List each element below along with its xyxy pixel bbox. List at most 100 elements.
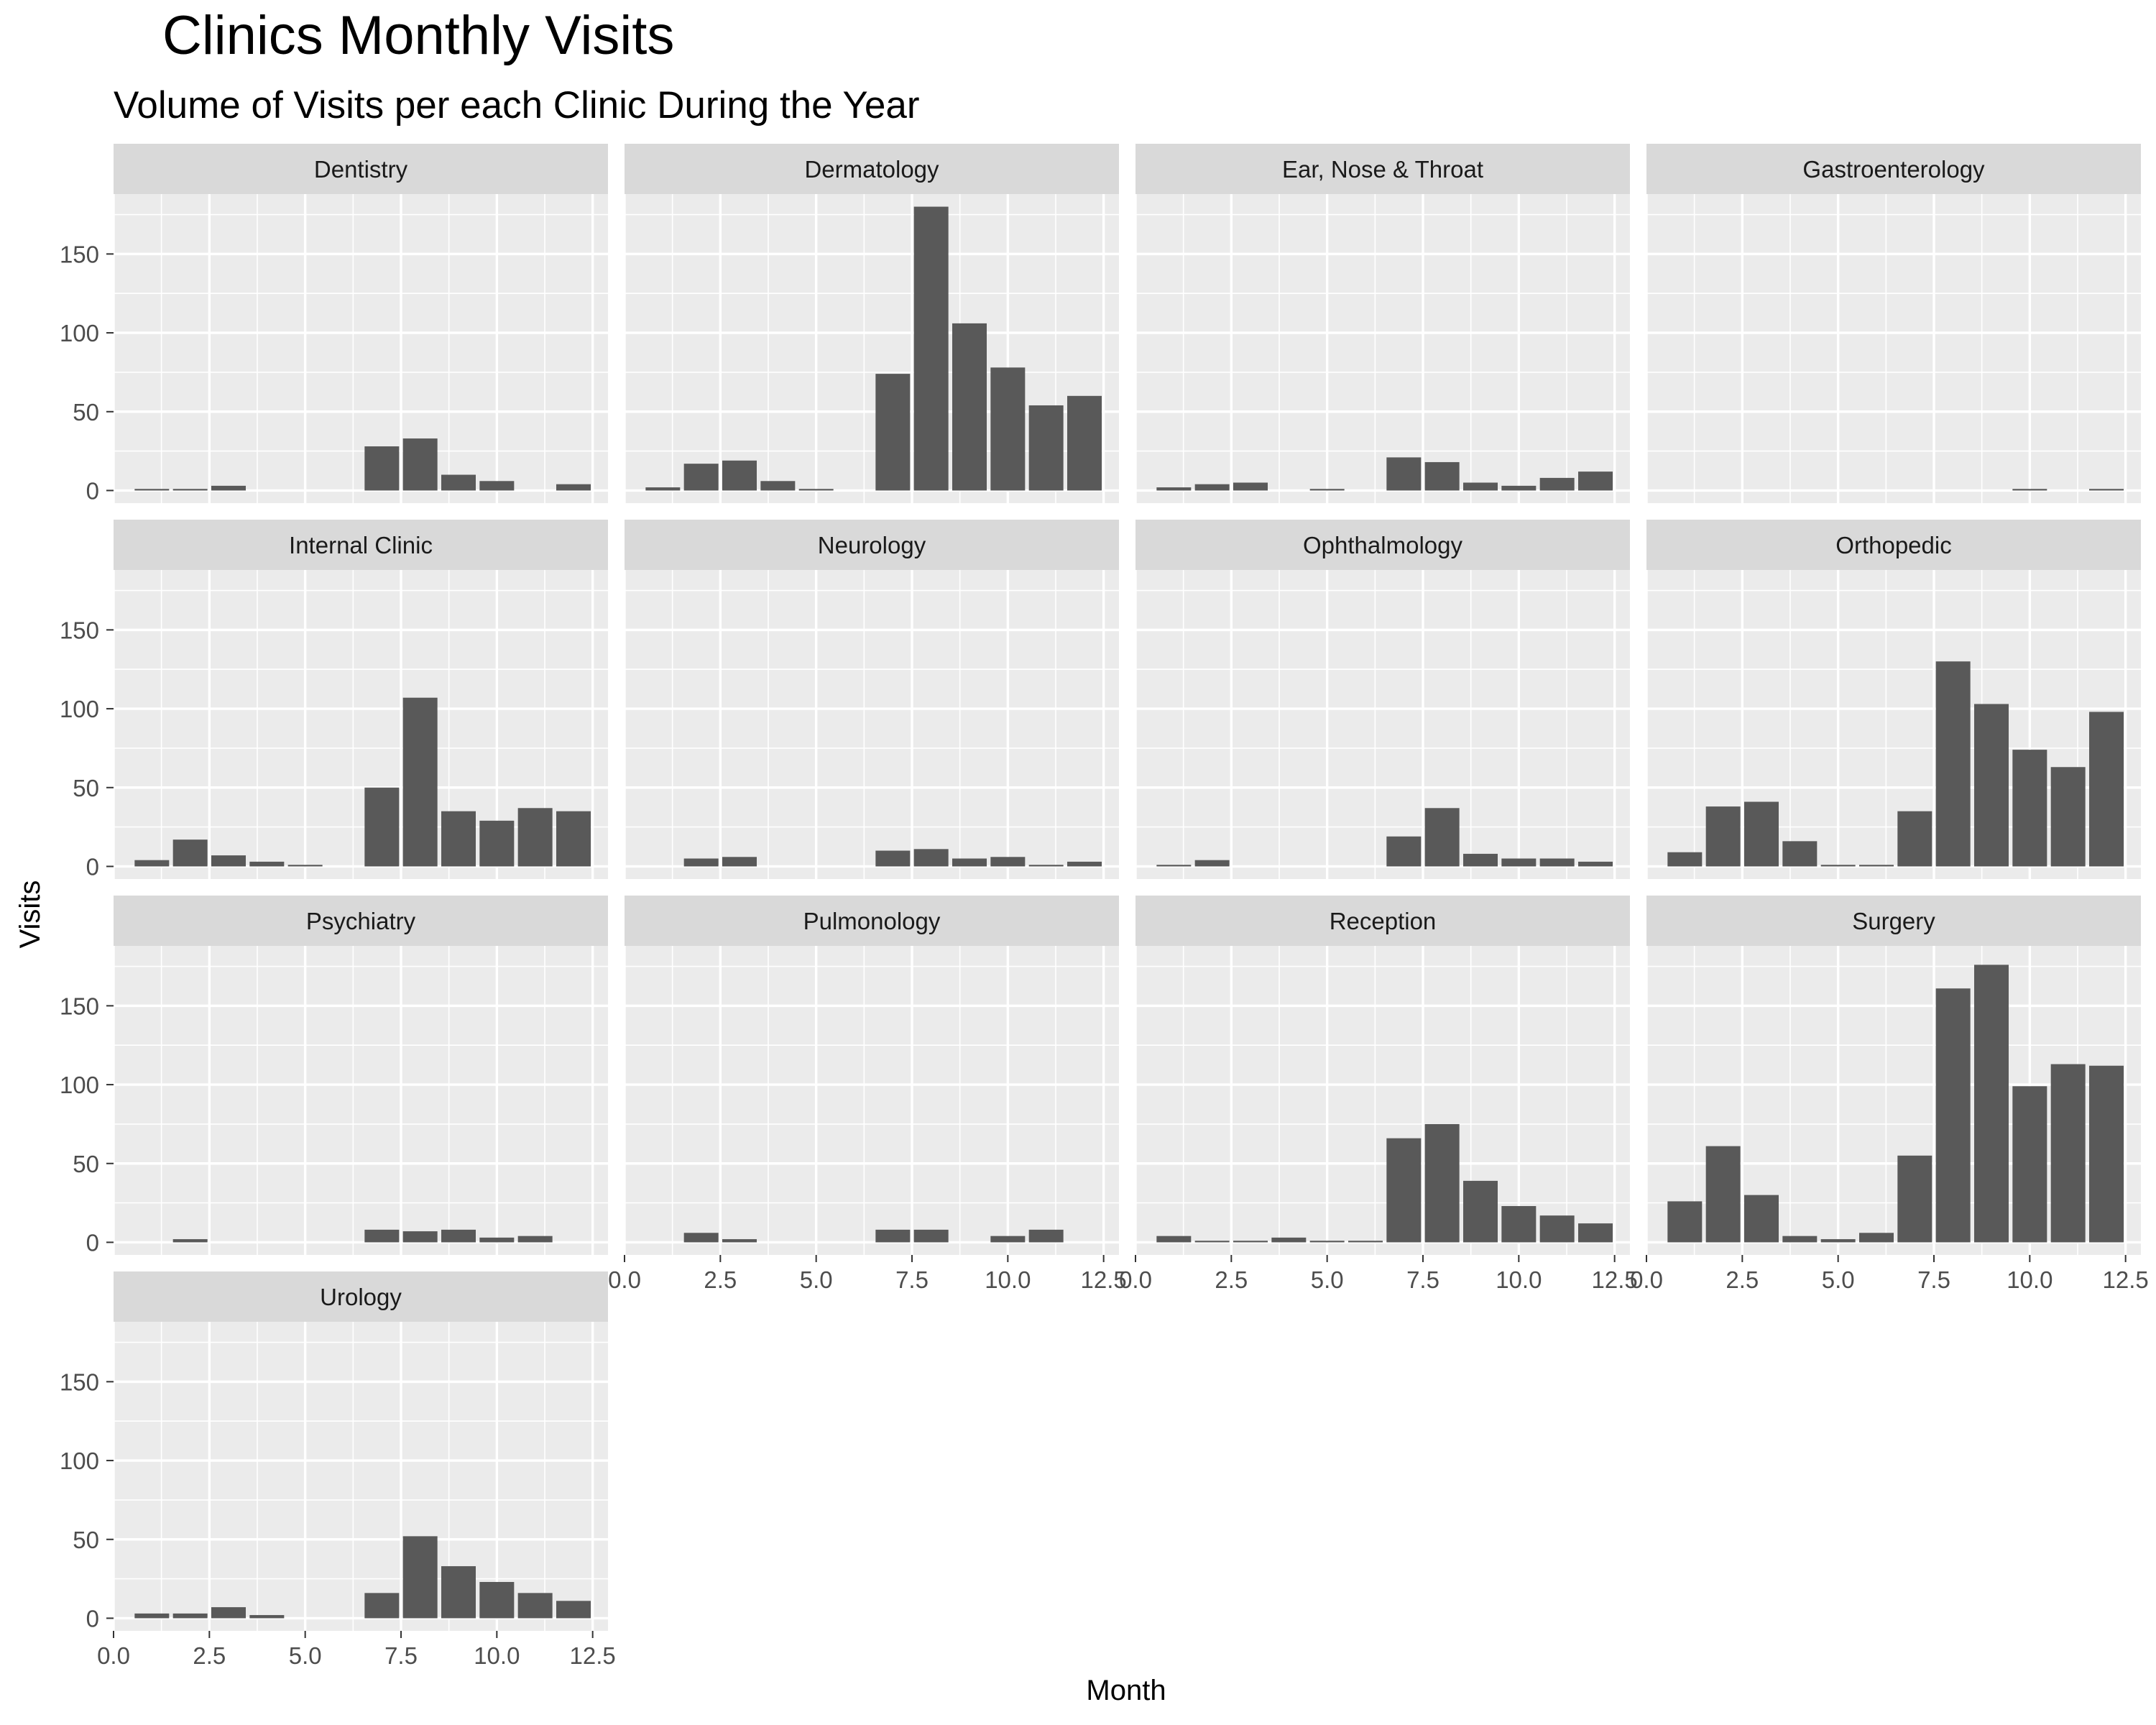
- bar: [2089, 1065, 2124, 1243]
- bar: [645, 487, 681, 491]
- bar: [1463, 482, 1498, 491]
- bar: [556, 484, 591, 491]
- bar: [517, 1236, 553, 1243]
- bar: [517, 808, 553, 867]
- panel-background: [1135, 946, 1630, 1255]
- bar: [441, 474, 476, 491]
- plot-area: [1645, 570, 2141, 879]
- bar: [1156, 865, 1192, 867]
- strip-background: [1135, 144, 1630, 194]
- bar: [913, 1229, 949, 1243]
- x-tick-label: 5.0: [1822, 1266, 1855, 1293]
- bar: [1194, 484, 1230, 491]
- y-tick-label: 0: [86, 853, 99, 880]
- bar: [1156, 1236, 1192, 1243]
- bar: [2089, 489, 2124, 491]
- facet-panels: Dentistry 0 50 100 150 Dermatology Ear, Nose &…: [60, 144, 2149, 1669]
- x-tick-label: 7.5: [1917, 1266, 1950, 1293]
- x-tick-label: 10.0: [1496, 1266, 1542, 1293]
- plot-area: [1134, 194, 1630, 503]
- y-tick-label: 50: [73, 1527, 99, 1553]
- bar: [1309, 489, 1345, 491]
- bar: [875, 374, 911, 491]
- strip-label: Dermatology: [804, 156, 939, 183]
- strip-background: [625, 896, 1119, 946]
- y-axis-title: Visits: [14, 880, 46, 949]
- bar: [683, 1233, 719, 1243]
- plot-area: [1645, 194, 2141, 503]
- bar: [211, 1607, 246, 1619]
- bar: [1501, 485, 1537, 491]
- bar: [1194, 1241, 1230, 1243]
- bar: [402, 1536, 438, 1619]
- bar: [1539, 477, 1575, 491]
- bar: [875, 850, 911, 867]
- strip-background: [1135, 520, 1630, 570]
- x-tick-label: 5.0: [800, 1266, 833, 1293]
- bar: [402, 1231, 438, 1243]
- bar: [1897, 1155, 1932, 1243]
- bar: [1271, 1237, 1307, 1243]
- bar: [1386, 1138, 1422, 1243]
- bar: [249, 1615, 285, 1619]
- strip-label: Ear, Nose & Throat: [1282, 156, 1483, 183]
- bar: [990, 1236, 1026, 1243]
- facet-panel: Dermatology: [623, 144, 1119, 503]
- bar: [1501, 1205, 1537, 1243]
- y-tick-label: 150: [60, 241, 99, 267]
- bar: [1705, 1146, 1741, 1243]
- bar: [249, 861, 285, 867]
- bar: [1705, 806, 1741, 867]
- bar: [1028, 1229, 1064, 1243]
- panel-background: [625, 570, 1119, 879]
- bar: [1028, 405, 1064, 491]
- strip-label: Reception: [1330, 908, 1437, 934]
- bar: [1578, 1223, 1613, 1243]
- bar: [441, 1229, 476, 1243]
- facet-panel: Surgery 0.0 2.5 5.0 7.5 10.0 12.5: [1630, 896, 2149, 1293]
- bar: [2050, 767, 2086, 867]
- plot-area: 0.0 2.5 5.0 7.5 10.0 12.5: [608, 946, 1127, 1293]
- bar: [364, 446, 400, 491]
- facet-panel: Gastroenterology: [1645, 144, 2141, 503]
- bar: [2012, 489, 2047, 491]
- plot-area: 0 50 100 150: [60, 570, 608, 880]
- bar: [1744, 1195, 1779, 1243]
- bar: [1501, 858, 1537, 867]
- x-tick-label: 2.5: [193, 1642, 226, 1669]
- strip-background: [114, 896, 608, 946]
- y-tick-label: 0: [86, 1605, 99, 1632]
- bar: [990, 367, 1026, 491]
- bar: [1539, 1215, 1575, 1243]
- bar: [1667, 852, 1703, 867]
- bar: [556, 811, 591, 867]
- y-tick-label: 50: [73, 1151, 99, 1177]
- facet-panel: Pulmonology 0.0 2.5 5.0 7.5 10.0 12.5: [608, 896, 1127, 1293]
- bar: [683, 464, 719, 491]
- y-tick-label: 0: [86, 477, 99, 504]
- bar: [211, 485, 246, 491]
- bar: [952, 323, 987, 491]
- bar: [402, 697, 438, 867]
- y-tick-label: 50: [73, 399, 99, 426]
- strip-background: [1646, 520, 2141, 570]
- bar: [760, 481, 796, 491]
- bar: [1424, 808, 1460, 867]
- bar: [172, 1239, 208, 1243]
- bar: [441, 811, 476, 867]
- bar: [2012, 750, 2047, 867]
- x-tick-label: 2.5: [704, 1266, 737, 1293]
- strip-background: [625, 144, 1119, 194]
- x-tick-label: 12.5: [1081, 1266, 1127, 1293]
- bar: [1348, 1241, 1383, 1243]
- bar: [479, 481, 515, 491]
- y-tick-label: 100: [60, 696, 99, 722]
- x-tick-label: 5.0: [1311, 1266, 1344, 1293]
- bar: [402, 438, 438, 491]
- bar: [1782, 841, 1818, 867]
- x-tick-label: 12.5: [1592, 1266, 1638, 1293]
- bar: [134, 489, 170, 491]
- strip-background: [114, 520, 608, 570]
- panel-background: [114, 1322, 608, 1631]
- strip-background: [1135, 896, 1630, 946]
